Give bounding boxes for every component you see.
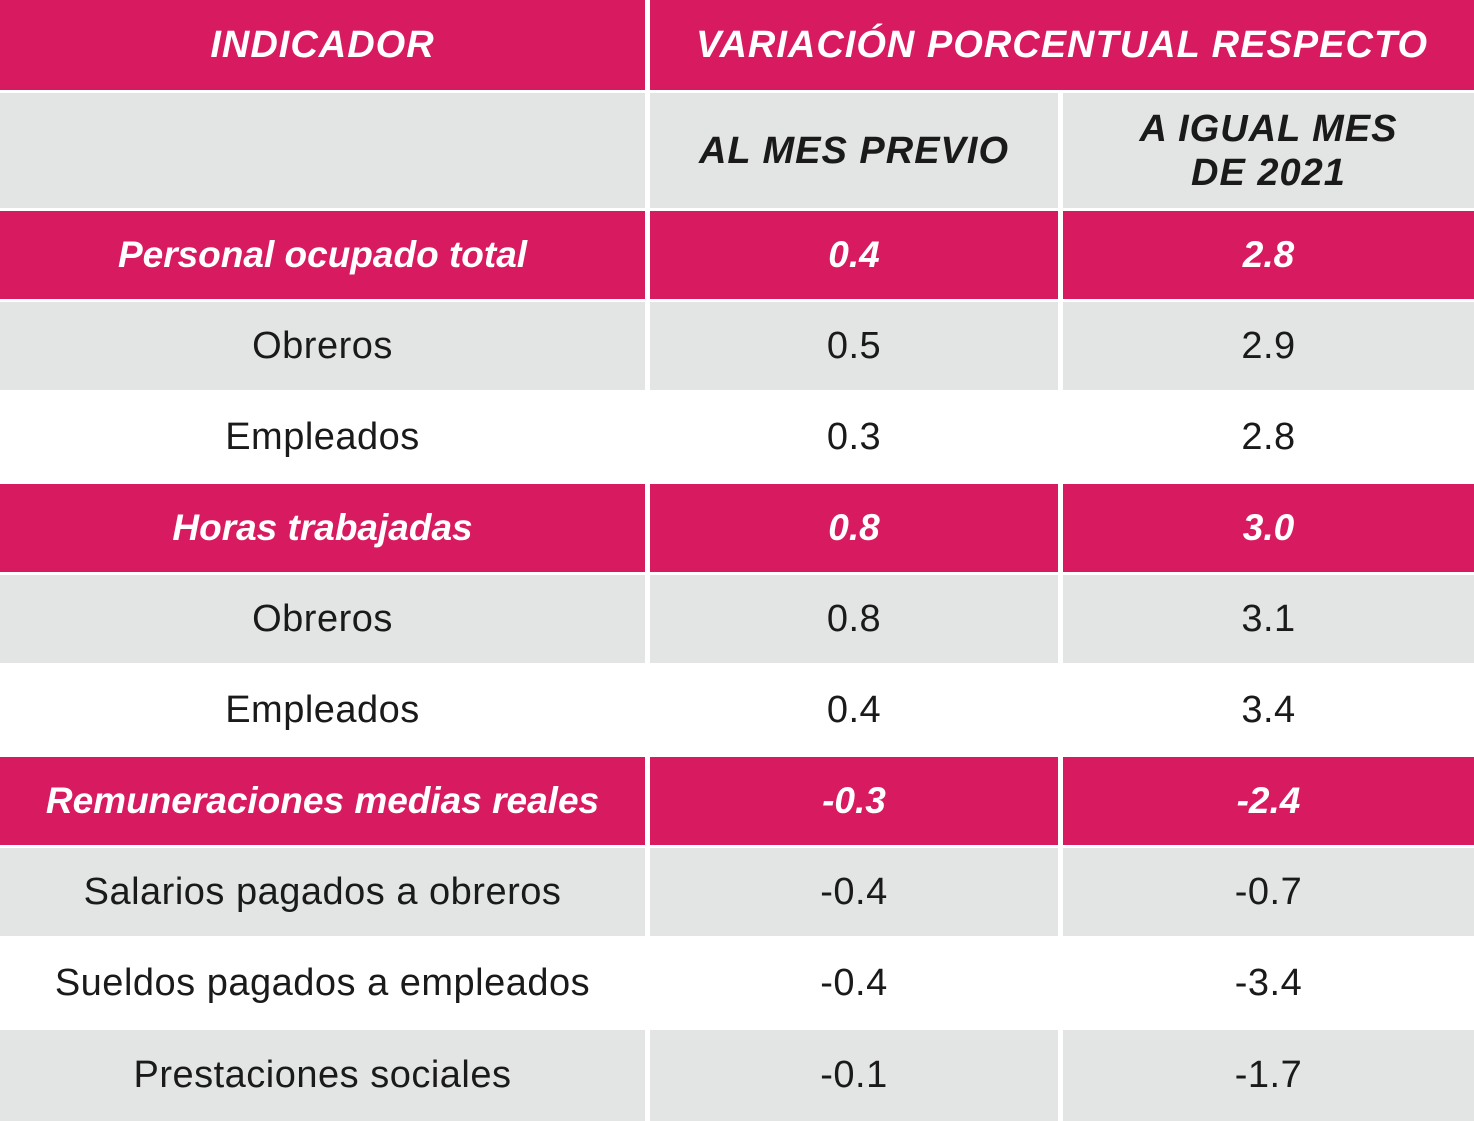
- row-label: Sueldos pagados a empleados: [0, 939, 645, 1027]
- group-label: Remuneraciones medias reales: [0, 757, 645, 845]
- row-year-value: -0.7: [1063, 848, 1474, 936]
- group-label: Personal ocupado total: [0, 211, 645, 299]
- row-label: Obreros: [0, 302, 645, 390]
- group-prev-value: 0.8: [650, 484, 1058, 572]
- same-month-header-line1: A IGUAL MES: [1139, 107, 1398, 150]
- row-year-value: 2.9: [1063, 302, 1474, 390]
- row-label: Empleados: [0, 666, 645, 754]
- row-label: Salarios pagados a obreros: [0, 848, 645, 936]
- group-year-value: -2.4: [1063, 757, 1474, 845]
- row-year-value: 2.8: [1063, 393, 1474, 481]
- indicator-header: INDICADOR: [0, 0, 645, 90]
- row-prev-value: -0.4: [650, 848, 1058, 936]
- row-year-value: -3.4: [1063, 939, 1474, 1027]
- row-year-value: 3.4: [1063, 666, 1474, 754]
- prev-month-header: AL MES PREVIO: [650, 93, 1058, 208]
- group-year-value: 2.8: [1063, 211, 1474, 299]
- variation-header: VARIACIÓN PORCENTUAL RESPECTO: [650, 0, 1474, 90]
- row-prev-value: 0.8: [650, 575, 1058, 663]
- indicator-header-blank: [0, 93, 645, 208]
- row-label: Obreros: [0, 575, 645, 663]
- row-prev-value: 0.5: [650, 302, 1058, 390]
- row-prev-value: -0.4: [650, 939, 1058, 1027]
- group-prev-value: 0.4: [650, 211, 1058, 299]
- same-month-header: A IGUAL MES DE 2021: [1063, 93, 1474, 208]
- row-year-value: -1.7: [1063, 1030, 1474, 1121]
- row-prev-value: -0.1: [650, 1030, 1058, 1121]
- group-prev-value: -0.3: [650, 757, 1058, 845]
- row-label: Prestaciones sociales: [0, 1030, 645, 1121]
- group-year-value: 3.0: [1063, 484, 1474, 572]
- same-month-header-line2: DE 2021: [1191, 151, 1346, 194]
- row-prev-value: 0.3: [650, 393, 1058, 481]
- row-prev-value: 0.4: [650, 666, 1058, 754]
- row-label: Empleados: [0, 393, 645, 481]
- group-label: Horas trabajadas: [0, 484, 645, 572]
- row-year-value: 3.1: [1063, 575, 1474, 663]
